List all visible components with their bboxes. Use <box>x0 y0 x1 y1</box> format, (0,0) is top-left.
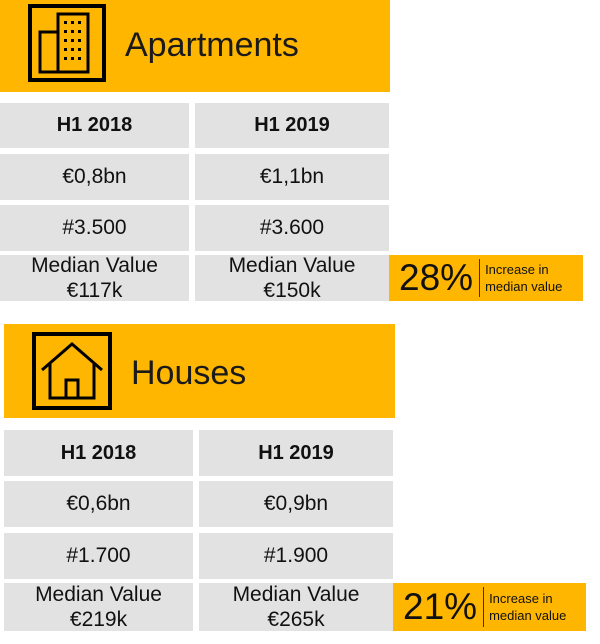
median-value: €117k <box>66 279 123 302</box>
houses-median-2019: Median Value €265k <box>199 583 393 631</box>
houses-header-h1-2019: H1 2019 <box>199 430 393 476</box>
houses-header-h1-2018: H1 2018 <box>4 430 193 476</box>
apartments-median-2019: Median Value €150k <box>195 254 389 302</box>
apartments-title: Apartments <box>125 26 299 64</box>
increase-description: Increase in median value <box>489 591 567 623</box>
median-label: Median Value <box>232 583 360 606</box>
houses-count-2019: #1.900 <box>199 533 393 579</box>
increase-description: Increase in median value <box>485 262 563 294</box>
badge-divider <box>479 259 481 297</box>
houses-banner: Houses <box>4 324 395 418</box>
apartments-volume-2018: €0,8bn <box>0 154 189 200</box>
houses-median-2018: Median Value €219k <box>4 583 193 631</box>
apartments-banner: Apartments <box>0 0 390 92</box>
badge-divider <box>483 587 485 627</box>
median-value: €150k <box>263 279 321 302</box>
building-icon <box>28 4 106 82</box>
apartments-volume-2019: €1,1bn <box>195 154 389 200</box>
houses-title: Houses <box>131 354 247 392</box>
median-value: €265k <box>267 608 325 631</box>
apartments-header-h1-2018: H1 2018 <box>0 103 189 148</box>
increase-percent: 21% <box>403 586 478 627</box>
median-label: Median Value <box>228 254 356 277</box>
median-label: Median Value <box>31 254 158 277</box>
houses-volume-2018: €0,6bn <box>4 481 193 527</box>
houses-volume-2019: €0,9bn <box>199 481 393 527</box>
house-icon <box>32 332 112 410</box>
median-value: €219k <box>69 608 128 631</box>
apartments-count-2018: #3.500 <box>0 205 189 251</box>
median-label: Median Value <box>35 583 162 606</box>
houses-count-2018: #1.700 <box>4 533 193 579</box>
apartments-median-2018: Median Value €117k <box>0 254 189 302</box>
apartments-count-2019: #3.600 <box>195 205 389 251</box>
apartments-increase-badge: 28% Increase in median value <box>389 255 583 301</box>
houses-increase-badge: 21% Increase in median value <box>393 583 586 631</box>
increase-percent: 28% <box>399 257 474 298</box>
apartments-header-h1-2019: H1 2019 <box>195 103 389 148</box>
